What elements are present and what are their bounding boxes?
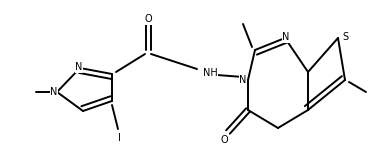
Text: N: N (282, 32, 290, 42)
Text: N: N (239, 75, 247, 85)
Text: N: N (50, 87, 58, 97)
Text: S: S (342, 32, 348, 42)
Text: I: I (118, 133, 121, 143)
Text: O: O (144, 14, 152, 24)
Text: N: N (75, 62, 83, 72)
Text: NH: NH (203, 68, 217, 78)
Text: O: O (220, 135, 228, 145)
